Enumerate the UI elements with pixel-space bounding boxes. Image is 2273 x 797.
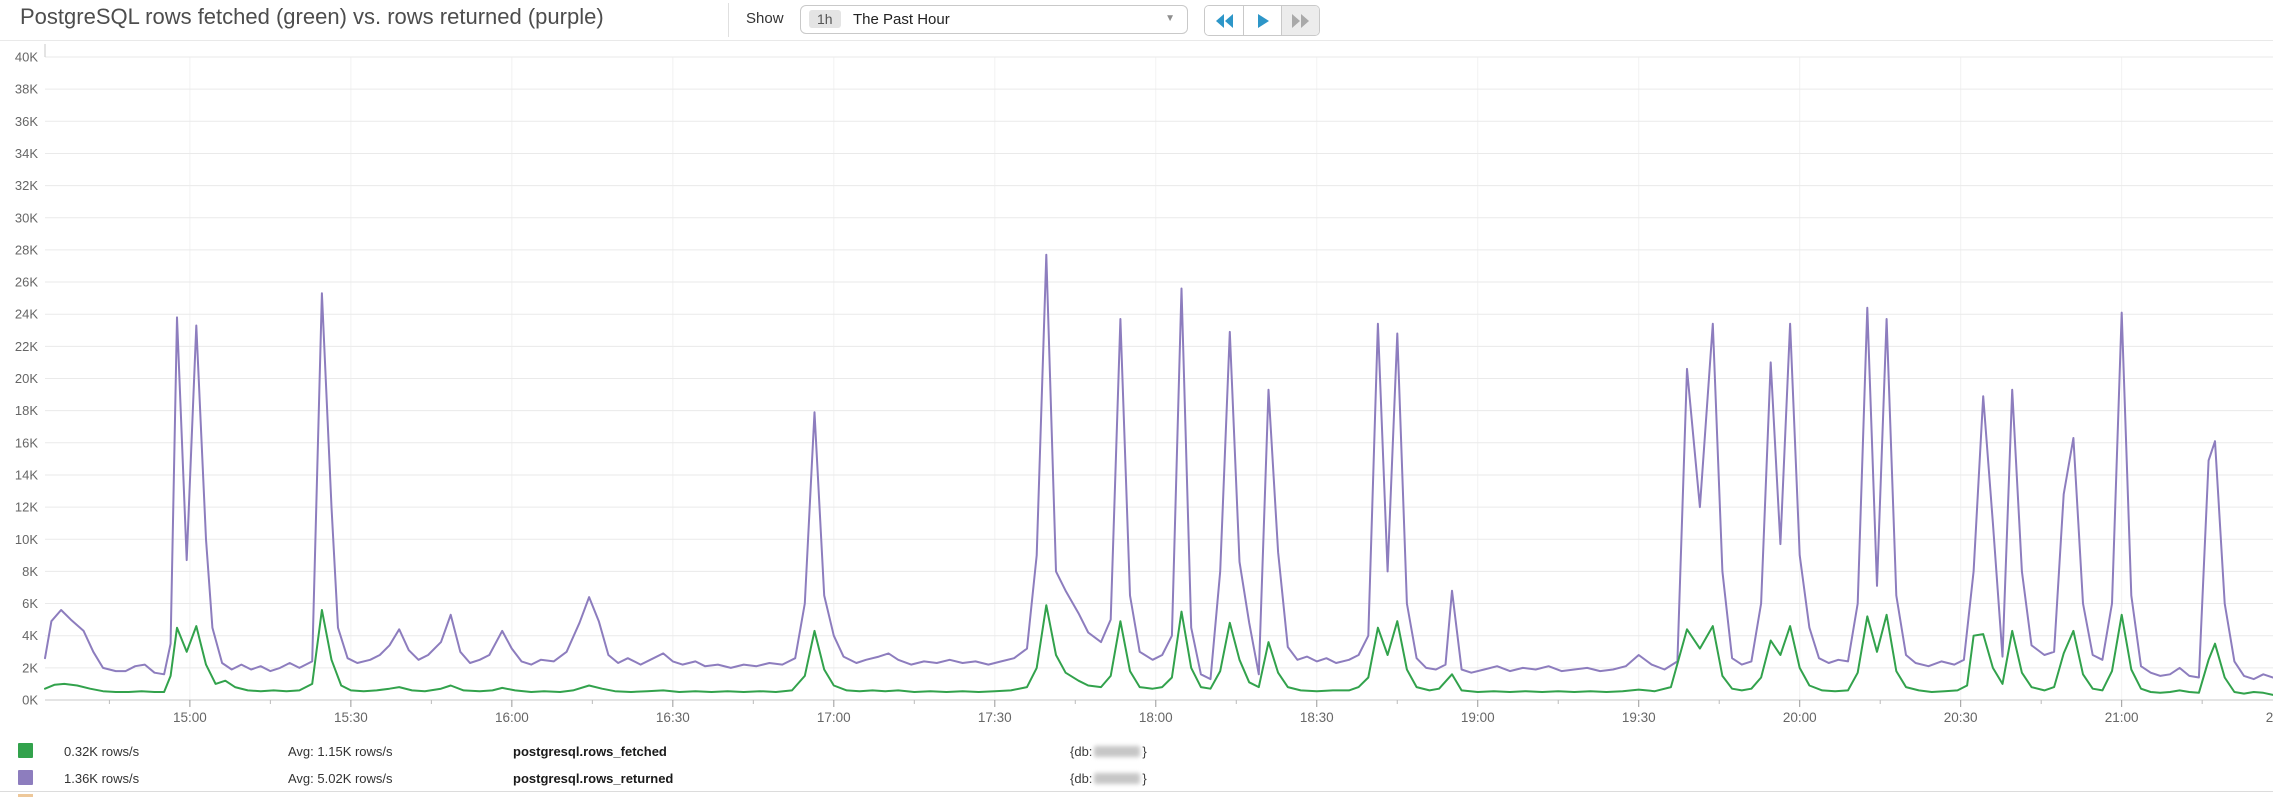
y-axis-tick-label: 36K [15,114,38,129]
x-axis-tick-label: 16:00 [495,710,529,725]
legend-current-value: 0.32K rows/s [64,744,140,759]
y-axis-tick-label: 22K [15,339,38,354]
x-axis-tick-label: 20:00 [1783,710,1817,725]
legend-row-rows-fetched[interactable]: 0.32K rows/s Avg: 1.15K rows/s postgresq… [0,742,2273,760]
y-axis-tick-label: 6K [22,596,38,611]
chart-title: PostgreSQL rows fetched (green) vs. rows… [20,4,604,29]
series-swatch-green [18,743,33,758]
fast-forward-button[interactable] [1281,6,1319,35]
show-label: Show [746,10,784,27]
redacted-db-value [1094,746,1141,757]
x-axis-tick-label: 21:30 [2266,710,2273,725]
header-divider [728,3,729,37]
plot-area[interactable] [45,40,2273,700]
x-axis-tick-label: 18:00 [1139,710,1173,725]
y-axis-tick-label: 16K [15,435,38,450]
widget-header: PostgreSQL rows fetched (green) vs. rows… [0,0,2273,41]
y-axis-tick-label: 0K [22,693,38,708]
redacted-db-value [1094,773,1141,784]
y-axis-tick-label: 20K [15,371,38,386]
y-axis-tick-label: 24K [15,307,38,322]
y-axis-tick-label: 28K [15,242,38,257]
series-swatch-purple [18,770,33,785]
x-axis-tick-label: 15:00 [173,710,207,725]
rewind-button[interactable] [1205,6,1243,35]
timeframe-select[interactable]: 1h The Past Hour ▼ [800,5,1188,34]
fast-forward-icon [1292,13,1309,28]
rewind-icon [1215,13,1233,28]
x-axis-tick-label: 19:00 [1461,710,1495,725]
legend-row-rows-returned[interactable]: 1.36K rows/s Avg: 5.02K rows/s postgresq… [0,769,2273,787]
x-axis-tick-label: 17:30 [978,710,1012,725]
y-axis-tick-label: 26K [15,275,38,290]
timeframe-label: The Past Hour [853,11,950,28]
y-axis-tick-label: 8K [22,564,38,579]
legend-scope-tag: {db:} [1070,771,1147,786]
widget-bottom-divider [0,791,2273,792]
time-nav-group [1204,5,1320,36]
play-icon [1257,13,1269,28]
y-axis-tick-label: 4K [22,628,38,643]
x-axis-tick-label: 21:00 [2105,710,2139,725]
legend-metric-name: postgresql.rows_fetched [513,744,667,759]
y-axis-tick-label: 38K [15,82,38,97]
next-widget-legend-sliver [18,794,33,797]
timeframe-badge: 1h [809,10,841,28]
y-axis-tick-label: 34K [15,146,38,161]
y-axis-tick-label: 30K [15,210,38,225]
x-axis-tick-label: 16:30 [656,710,690,725]
x-axis-tick-label: 20:30 [1944,710,1978,725]
y-axis-tick-label: 14K [15,467,38,482]
x-axis-tick-label: 18:30 [1300,710,1334,725]
play-button[interactable] [1243,6,1281,35]
x-axis-tick-label: 17:00 [817,710,851,725]
legend-avg-value: Avg: 5.02K rows/s [288,771,393,786]
x-axis-tick-label: 19:30 [1622,710,1656,725]
x-axis-tick-label: 15:30 [334,710,368,725]
legend-avg-value: Avg: 1.15K rows/s [288,744,393,759]
legend-metric-name: postgresql.rows_returned [513,771,674,786]
y-axis-tick-label: 40K [15,50,38,65]
y-axis-tick-label: 10K [15,532,38,547]
legend-current-value: 1.36K rows/s [64,771,140,786]
y-axis-tick-label: 12K [15,500,38,515]
y-axis-tick-label: 2K [22,660,38,675]
chevron-down-icon: ▼ [1165,13,1175,24]
legend-scope-tag: {db:} [1070,744,1147,759]
y-axis-tick-label: 18K [15,403,38,418]
legend: 0.32K rows/s Avg: 1.15K rows/s postgresq… [0,735,2273,797]
y-axis-tick-label: 32K [15,178,38,193]
